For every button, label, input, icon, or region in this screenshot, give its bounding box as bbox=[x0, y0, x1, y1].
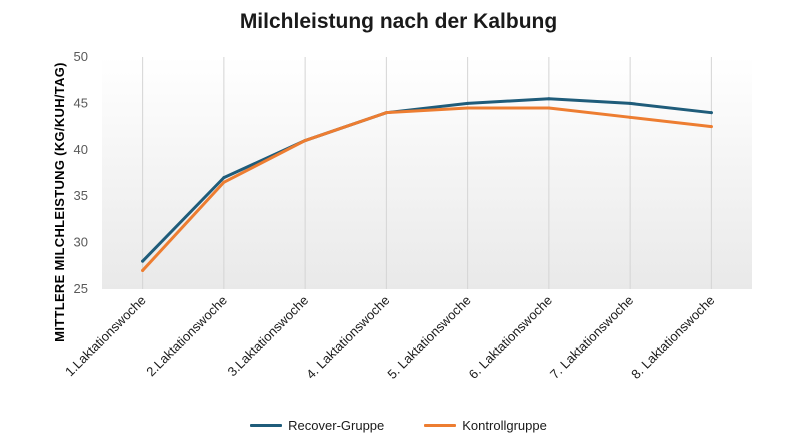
y-tick-label: 45 bbox=[74, 95, 88, 110]
data-point bbox=[466, 106, 470, 110]
data-point bbox=[222, 180, 226, 184]
legend-label: Kontrollgruppe bbox=[462, 418, 547, 433]
x-category-label: 5. Laktationswoche bbox=[384, 293, 473, 382]
y-axis-title: MITTLERE MILCHLEISTUNG (KG/KUH/TAG) bbox=[52, 62, 67, 342]
y-tick-label: 35 bbox=[74, 188, 88, 203]
data-point bbox=[384, 111, 388, 115]
x-category-label: 8. Laktationswoche bbox=[628, 293, 717, 382]
data-point bbox=[466, 101, 470, 105]
data-point bbox=[547, 106, 551, 110]
legend: Recover-Gruppe Kontrollgruppe bbox=[0, 418, 797, 433]
data-point bbox=[628, 115, 632, 119]
legend-label: Recover-Gruppe bbox=[288, 418, 385, 433]
x-category-label: 4. Laktationswoche bbox=[303, 293, 392, 382]
data-point bbox=[709, 125, 713, 129]
legend-item: Kontrollgruppe bbox=[424, 418, 547, 433]
x-category-label: 2.Laktationswoche bbox=[143, 293, 230, 380]
data-point bbox=[222, 176, 226, 180]
x-category-label: 6. Laktationswoche bbox=[466, 293, 555, 382]
plot-background bbox=[102, 57, 752, 289]
y-tick-label: 25 bbox=[74, 281, 88, 296]
legend-swatch bbox=[250, 424, 283, 427]
legend-item: Recover-Gruppe bbox=[250, 418, 384, 433]
x-category-label: 7. Laktationswoche bbox=[547, 293, 636, 382]
data-point bbox=[141, 259, 145, 263]
data-point bbox=[141, 268, 145, 272]
x-category-label: 1.Laktationswoche bbox=[62, 293, 149, 380]
data-point bbox=[303, 139, 307, 143]
data-point bbox=[547, 97, 551, 101]
x-category-label: 3.Laktationswoche bbox=[224, 293, 311, 380]
y-tick-label: 40 bbox=[74, 142, 88, 157]
series-line-0 bbox=[141, 97, 713, 263]
data-point bbox=[709, 111, 713, 115]
y-tick-label: 30 bbox=[74, 235, 88, 250]
chart-title: Milchleistung nach der Kalbung bbox=[239, 10, 558, 33]
series-line-1 bbox=[141, 106, 713, 272]
y-tick-label: 50 bbox=[74, 49, 88, 64]
data-point bbox=[628, 101, 632, 105]
legend-swatch bbox=[424, 424, 457, 427]
